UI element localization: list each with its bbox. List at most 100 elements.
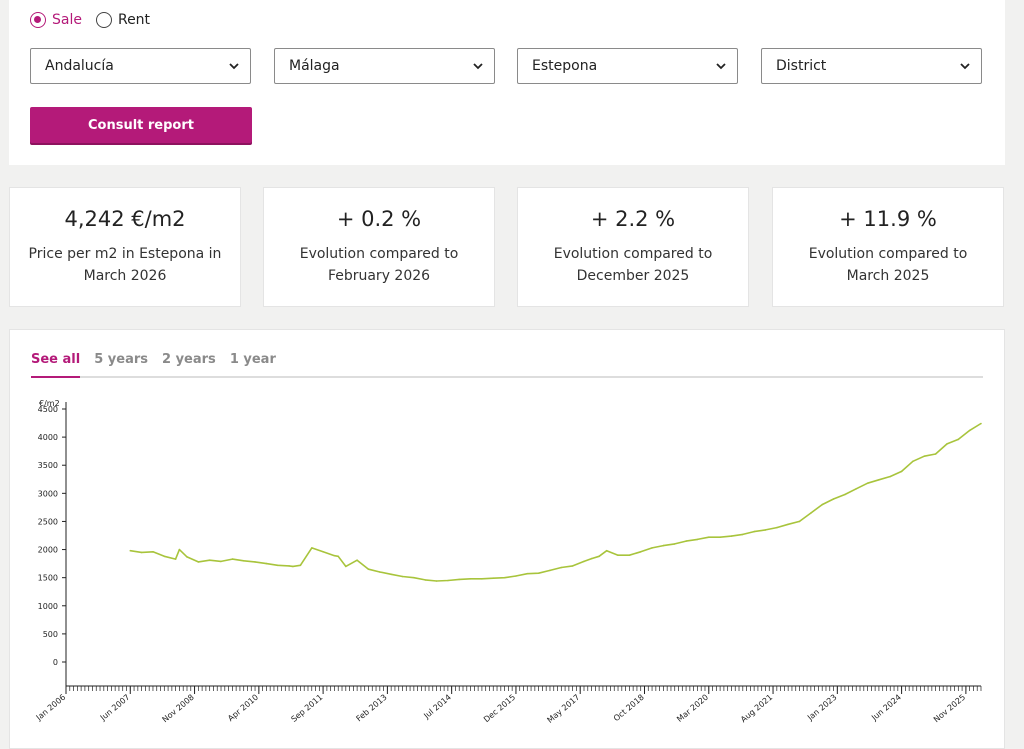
province-select[interactable]: Málaga	[274, 48, 495, 84]
price-data-point	[447, 579, 449, 582]
stat-value: + 2.2 %	[590, 207, 676, 231]
price-data-point	[923, 455, 926, 457]
x-tick-label: Jan 2023	[805, 693, 839, 723]
chevron-down-icon	[716, 63, 726, 70]
province-select-value: Málaga	[289, 58, 340, 74]
stat-description: Price per m2 in Estepona in March 2026	[28, 246, 222, 284]
price-data-point	[481, 578, 483, 580]
price-data-point	[605, 549, 608, 552]
tab-5-years[interactable]: 5 years	[94, 352, 149, 367]
price-data-point	[140, 551, 143, 554]
price-data-point	[186, 556, 188, 558]
price-data-point	[934, 453, 937, 455]
price-data-point	[889, 475, 892, 478]
stat-card-quarterly: + 2.2 % Evolution compared to December 2…	[517, 187, 749, 307]
x-tick-label: Jun 2007	[98, 693, 132, 723]
price-data-point	[174, 558, 177, 560]
price-data-point	[276, 564, 279, 567]
price-data-point	[628, 554, 631, 556]
x-tick-label: Jun 2024	[869, 693, 903, 723]
stat-value: 4,242 €/m2	[64, 207, 186, 231]
y-tick-label: 1000	[38, 602, 58, 611]
price-data-point	[178, 548, 181, 551]
rent-radio[interactable]: Rent	[95, 12, 151, 28]
price-data-point	[878, 479, 880, 481]
price-data-point	[980, 422, 982, 425]
y-tick-label: 3000	[38, 489, 58, 498]
y-axis-label: €/m2	[39, 399, 60, 408]
x-tick-label: Oct 2018	[612, 693, 646, 724]
price-data-point	[356, 559, 358, 561]
sale-radio-indicator[interactable]	[30, 12, 46, 28]
price-data-point	[810, 512, 812, 514]
price-data-point	[900, 470, 903, 473]
price-data-point	[265, 562, 268, 565]
stat-card-yearly: + 11.9 % Evolution compared to March 202…	[772, 187, 1004, 307]
price-data-point	[208, 559, 211, 561]
rent-radio-label[interactable]: Rent	[117, 12, 151, 28]
price-data-point	[390, 573, 393, 576]
price-data-point	[855, 488, 857, 490]
y-tick-label: 0	[53, 658, 58, 667]
price-data-point	[719, 536, 721, 538]
chart-panel: See all 5 years 2 years 1 year €/m2 0 500…	[9, 329, 1005, 749]
x-tick-label: Mar 2020	[675, 693, 710, 724]
x-tick-label: May 2017	[545, 693, 581, 725]
price-data-point	[292, 565, 294, 568]
tab-2-years[interactable]: 2 years	[162, 352, 216, 367]
price-data-point	[435, 580, 438, 582]
price-data-point	[413, 576, 415, 579]
price-data-point	[651, 547, 653, 549]
price-data-point	[337, 555, 340, 558]
y-tick-label: 4000	[38, 433, 58, 442]
price-data-point	[968, 429, 971, 432]
operation-radio-group: Sale Rent	[30, 12, 164, 28]
price-chart: €/m2 0 500 1000 1500 2000 2500 3000 3500 4000 450…	[34, 399, 982, 725]
price-data-point	[798, 520, 801, 523]
price-data-point	[571, 565, 574, 567]
x-tick-label: Feb 2013	[354, 693, 388, 724]
region-select[interactable]: Andalucía	[30, 48, 251, 84]
district-select[interactable]: District	[761, 48, 982, 84]
price-data-point	[311, 547, 313, 549]
price-data-point	[129, 549, 132, 552]
price-data-point	[730, 535, 733, 537]
x-tick-label: Nov 2025	[932, 693, 967, 725]
price-data-point	[583, 560, 585, 563]
price-data-point	[288, 565, 290, 567]
price-data-point	[367, 568, 370, 570]
sale-radio-label[interactable]: Sale	[52, 12, 82, 28]
price-data-point	[469, 578, 472, 580]
price-data-point	[254, 561, 256, 563]
stat-value: + 0.2 %	[336, 207, 422, 231]
price-data-point	[231, 558, 234, 560]
rent-radio-indicator[interactable]	[95, 12, 112, 28]
price-data-point	[590, 557, 593, 560]
y-tick-label: 500	[43, 630, 58, 639]
stat-card-price: 4,242 €/m2 Price per m2 in Estepona in M…	[9, 187, 241, 307]
price-data-point	[946, 443, 948, 445]
tab-1-year[interactable]: 1 year	[229, 352, 276, 367]
consult-report-button[interactable]: Consult report	[30, 107, 252, 143]
y-tick-label: 3500	[38, 461, 58, 470]
price-data-point	[152, 551, 154, 553]
price-data-point	[458, 578, 461, 581]
sale-radio[interactable]: Sale	[30, 12, 82, 28]
price-data-point	[764, 529, 767, 531]
price-data-point	[345, 565, 347, 568]
x-tick-label: Aug 2021	[739, 693, 774, 725]
city-select[interactable]: Estepona	[517, 48, 738, 84]
district-select-value: District	[776, 58, 827, 74]
price-data-point	[957, 438, 960, 441]
price-data-point	[617, 554, 619, 556]
tab-see-all[interactable]: See all	[31, 352, 81, 378]
stat-card-monthly: + 0.2 % Evolution compared to February 2…	[263, 187, 495, 307]
chart-series-layer	[129, 422, 982, 582]
x-tick-label: Dec 2015	[482, 693, 517, 725]
price-data-point	[673, 543, 676, 545]
chevron-down-icon	[473, 63, 483, 70]
price-data-point	[753, 530, 755, 533]
stat-description: Evolution compared to March 2025	[808, 246, 968, 284]
price-data-point	[492, 577, 495, 579]
price-data-point	[333, 554, 336, 557]
